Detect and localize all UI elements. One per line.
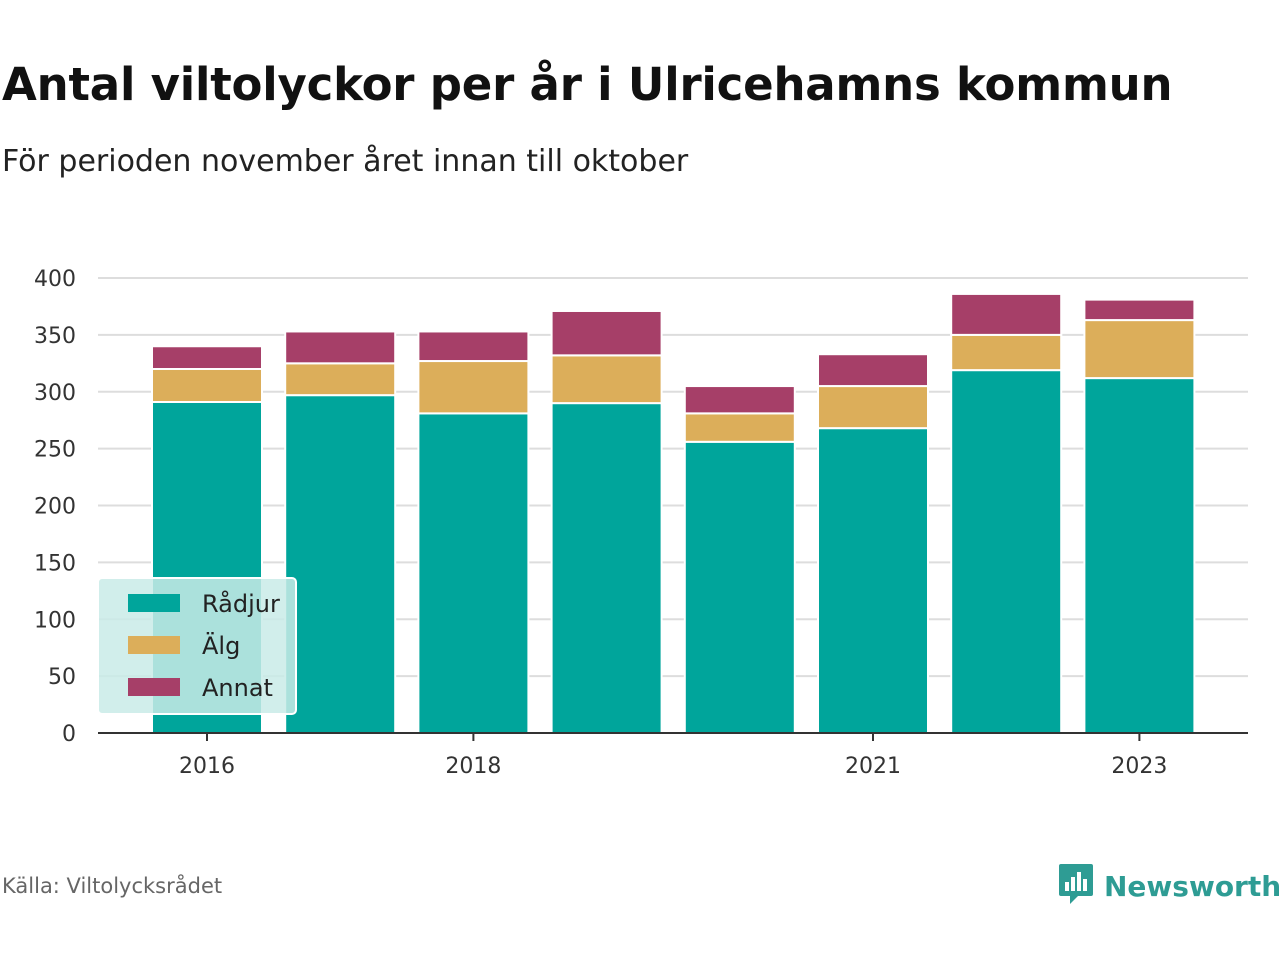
bar-segment xyxy=(550,309,663,357)
bar-chart-speech-bubble-icon xyxy=(1058,862,1094,910)
legend: Rådjur Älg Annat xyxy=(97,577,297,715)
brand-name: Newsworthy xyxy=(1104,869,1280,903)
bar-segment xyxy=(950,369,1063,734)
bar-stack xyxy=(683,385,796,734)
bar-segment xyxy=(417,330,530,363)
bar-segment xyxy=(284,330,397,365)
bar-segment xyxy=(950,292,1063,336)
y-tick-label: 50 xyxy=(48,665,76,690)
brand-logo: Newsworthy xyxy=(1058,862,1280,910)
y-tick-label: 250 xyxy=(34,438,76,463)
y-tick-label: 400 xyxy=(34,267,76,292)
bar-stack xyxy=(1083,298,1196,734)
bar-segment xyxy=(1083,319,1196,380)
bar-segment xyxy=(1083,298,1196,322)
bar-segment xyxy=(151,368,263,403)
bar-segment xyxy=(683,440,796,734)
x-tick-label: 2016 xyxy=(179,754,235,779)
legend-label: Annat xyxy=(202,674,273,702)
legend-label: Älg xyxy=(202,631,240,660)
legend-swatch xyxy=(128,594,180,612)
chart-title: Antal viltolyckor per år i Ulricehamns k… xyxy=(2,58,1173,111)
bar-segment xyxy=(417,360,530,415)
bar-segment xyxy=(817,427,929,734)
y-tick-label: 200 xyxy=(34,495,76,520)
bar-segment xyxy=(817,385,929,430)
x-tick-label: 2021 xyxy=(845,754,901,779)
bar-segment xyxy=(550,402,663,734)
legend-label: Rådjur xyxy=(202,589,280,618)
bar-segment xyxy=(683,385,796,415)
y-axis-ticks: 0 50 100 150 200 250 300 350 400 xyxy=(34,267,76,747)
x-tick-label: 2018 xyxy=(445,754,501,779)
y-tick-label: 150 xyxy=(34,551,76,576)
x-axis-ticks: 2016 2018 2021 2023 xyxy=(179,733,1167,779)
bars xyxy=(151,292,1196,734)
bar-stack xyxy=(284,330,397,734)
legend-swatch xyxy=(128,636,180,654)
bar-stack xyxy=(950,292,1063,734)
bar-stack xyxy=(550,309,663,734)
y-tick-label: 100 xyxy=(34,608,76,633)
y-tick-label: 0 xyxy=(62,722,76,747)
bar-segment xyxy=(284,394,397,734)
x-tick-label: 2023 xyxy=(1111,754,1167,779)
bar-segment xyxy=(817,353,929,388)
bar-segment xyxy=(683,412,796,443)
legend-swatch xyxy=(128,678,180,696)
y-tick-label: 300 xyxy=(34,381,76,406)
bar-segment xyxy=(550,354,663,405)
bar-segment xyxy=(1083,377,1196,734)
bar-stack xyxy=(417,330,530,734)
bar-segment xyxy=(950,333,1063,372)
bar-segment xyxy=(151,345,263,370)
chart-subtitle: För perioden november året innan till ok… xyxy=(2,144,689,179)
bar-segment xyxy=(284,362,397,397)
source-note: Källa: Viltolycksrådet xyxy=(2,874,223,898)
bar-segment xyxy=(417,412,530,734)
y-tick-label: 350 xyxy=(34,324,76,349)
bar-stack xyxy=(817,353,929,734)
